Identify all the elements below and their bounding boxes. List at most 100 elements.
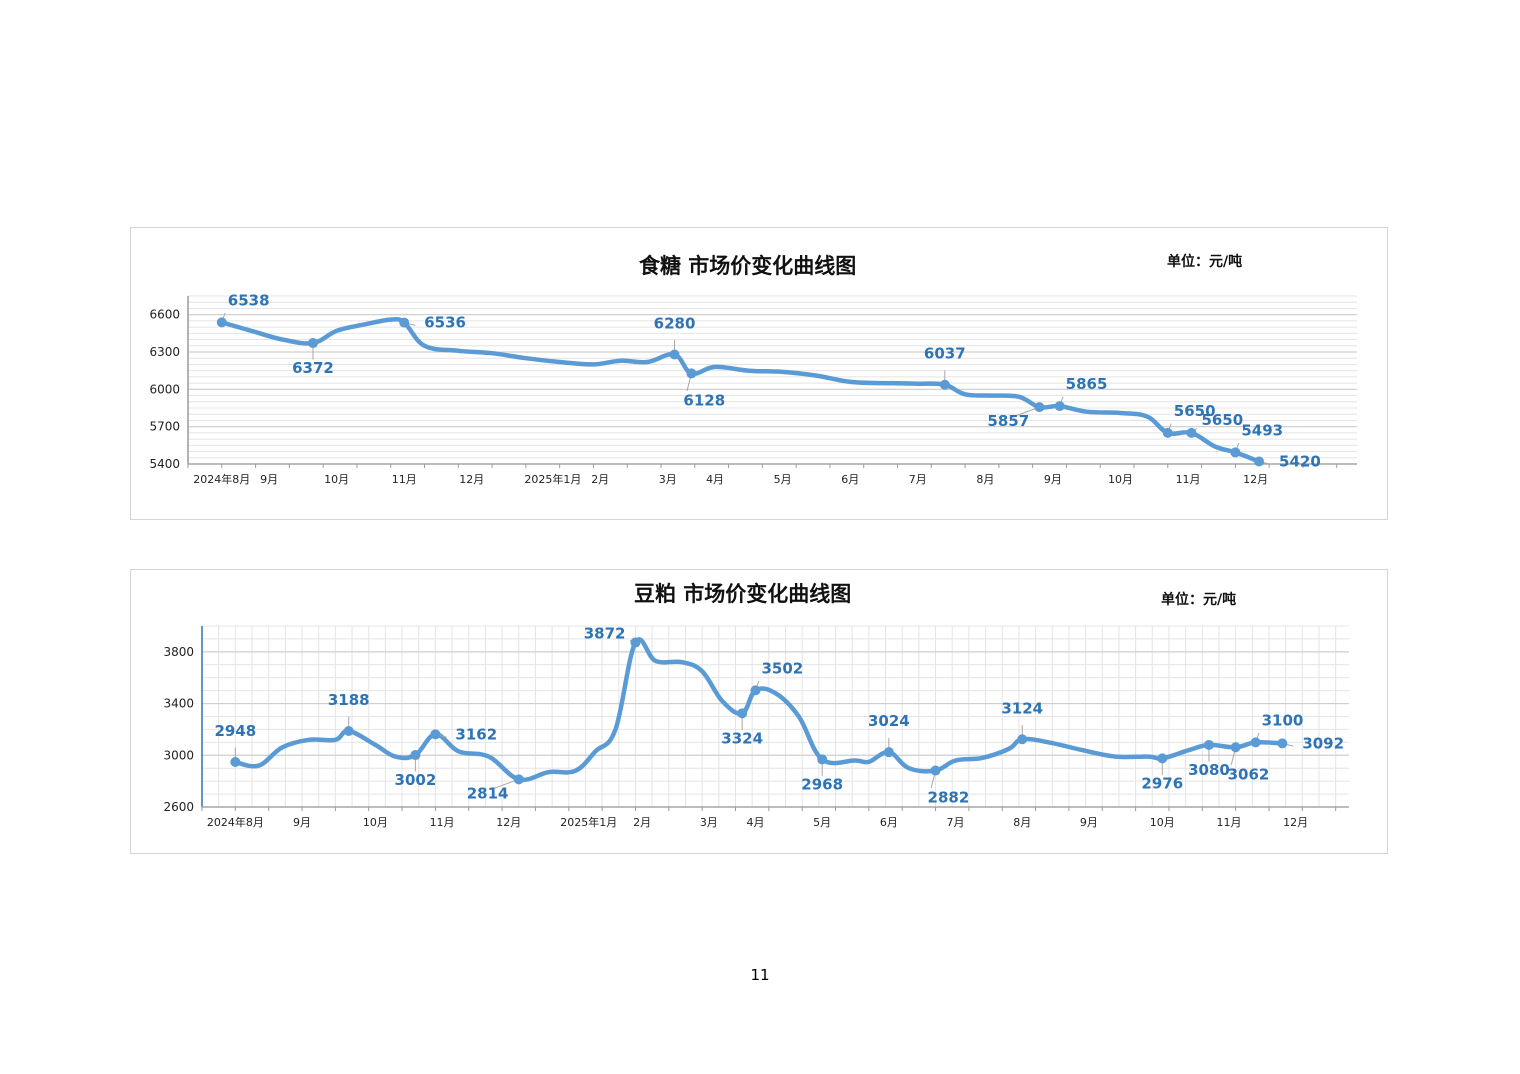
data-point: [1254, 456, 1265, 467]
data-point: [1250, 737, 1261, 748]
sugar-price-line-chart: 5400 5700 6000 6300 6600 2024年8月 9月 10月 11月 12月 20…: [149, 291, 1357, 486]
data-point: [1203, 739, 1214, 750]
y-tick-label: 3000: [163, 748, 194, 762]
x-tick-label: 2月: [633, 816, 651, 829]
data-point: [930, 765, 941, 776]
data-point: [817, 754, 828, 765]
data-label: 3162: [455, 725, 497, 743]
data-label: 3872: [584, 625, 626, 643]
series-line: [219, 316, 1262, 464]
page-number: 11: [750, 966, 770, 984]
y-tick-label: 2600: [163, 800, 194, 814]
chart-title: 食糖 市场价变化曲线图: [639, 254, 857, 278]
x-tick-label: 11月: [430, 816, 455, 829]
data-label: 2976: [1141, 774, 1183, 792]
data-point: [1230, 742, 1241, 753]
x-tick-label: 8月: [976, 473, 994, 486]
data-point: [410, 750, 421, 761]
x-tick-label: 3月: [659, 473, 677, 486]
data-point: [883, 747, 894, 758]
x-tick-label: 6月: [841, 473, 859, 486]
x-tick-label: 5月: [774, 473, 792, 486]
data-point: [686, 368, 697, 379]
y-tick-label: 5700: [149, 420, 180, 434]
data-point: [1157, 753, 1168, 764]
data-point: [750, 685, 761, 696]
data-label: 6128: [683, 391, 725, 409]
data-point: [1186, 427, 1197, 438]
data-label: 6536: [424, 314, 466, 332]
x-tick-label: 12月: [459, 473, 484, 486]
data-label: 5857: [987, 412, 1029, 430]
data-label: 3002: [395, 771, 437, 789]
y-tick-label: 3400: [163, 697, 194, 711]
data-label: 5865: [1066, 375, 1108, 393]
data-label: 5420: [1279, 453, 1321, 471]
x-tick-label: 7月: [947, 816, 965, 829]
data-label: 3080: [1188, 761, 1230, 779]
data-label: 2948: [214, 722, 256, 740]
x-tick-label: 2025年1月: [524, 472, 581, 486]
data-label: 3062: [1228, 765, 1270, 783]
x-tick-label: 6月: [880, 816, 898, 829]
x-tick-label: 2月: [591, 473, 609, 486]
y-tick-label: 6600: [149, 308, 180, 322]
leader-line: [489, 778, 519, 791]
x-tick-label: 8月: [1013, 816, 1031, 829]
x-tick-label: 10月: [363, 816, 388, 829]
data-point: [1277, 738, 1288, 749]
x-tick-label: 4月: [746, 816, 764, 829]
x-tick-label: 12月: [496, 816, 521, 829]
x-tick-label: 11月: [1216, 816, 1241, 829]
data-label: 2814: [467, 784, 509, 802]
x-tick-label: 10月: [1108, 473, 1133, 486]
data-label: 2882: [928, 789, 970, 807]
y-tick-label: 5400: [149, 457, 180, 471]
data-point: [513, 774, 524, 785]
x-tick-label: 3月: [700, 816, 718, 829]
y-tick-label: 6300: [149, 345, 180, 359]
data-label: 3502: [761, 659, 803, 677]
data-point: [1017, 734, 1028, 745]
x-tick-label: 4月: [706, 473, 724, 486]
x-tick-label: 12月: [1283, 816, 1308, 829]
data-label: 3092: [1302, 734, 1344, 752]
unit-label: 单位：元/吨: [1167, 254, 1243, 270]
data-label: 3324: [721, 729, 763, 747]
data-point: [230, 757, 241, 768]
x-tick-label: 2024年8月: [193, 472, 250, 486]
y-tick-label: 6000: [149, 382, 180, 396]
x-tick-label: 10月: [1150, 816, 1175, 829]
data-point: [216, 317, 227, 328]
x-tick-label: 7月: [909, 473, 927, 486]
data-point: [669, 349, 680, 360]
x-tick-label: 5月: [813, 816, 831, 829]
unit-label: 单位：元/吨: [1161, 592, 1237, 608]
series-line: [233, 637, 1285, 783]
data-label: 3188: [328, 691, 370, 709]
data-point: [399, 317, 410, 328]
data-label: 5650: [1201, 411, 1243, 429]
x-tick-label: 9月: [260, 473, 278, 486]
leader-line: [1010, 406, 1040, 419]
data-point: [939, 379, 950, 390]
data-point: [630, 637, 641, 648]
data-point: [308, 338, 319, 349]
sugar-chart-panel: 食糖 市场价变化曲线图 单位：元/吨 5400 5700 6000 6300 6600 2…: [130, 227, 1388, 520]
data-point: [1034, 402, 1045, 413]
data-point: [1162, 427, 1173, 438]
data-label: 3124: [1001, 699, 1043, 717]
chart-title: 豆粕 市场价变化曲线图: [634, 582, 852, 606]
x-tick-label: 12月: [1243, 473, 1268, 486]
x-tick-label: 11月: [1176, 473, 1201, 486]
x-tick-label: 9月: [1044, 473, 1062, 486]
data-label: 3024: [868, 712, 910, 730]
soybean-meal-chart-panel: 豆粕 市场价变化曲线图 单位：元/吨 2600 3000 3400 3800 2024年…: [130, 569, 1388, 854]
x-tick-label: 2024年8月: [207, 815, 264, 829]
gridlines: [188, 295, 1357, 465]
data-point: [430, 729, 441, 740]
data-point: [737, 708, 748, 719]
data-label: 2968: [801, 775, 843, 793]
data-point: [1230, 447, 1241, 458]
data-label: 6538: [228, 291, 270, 309]
